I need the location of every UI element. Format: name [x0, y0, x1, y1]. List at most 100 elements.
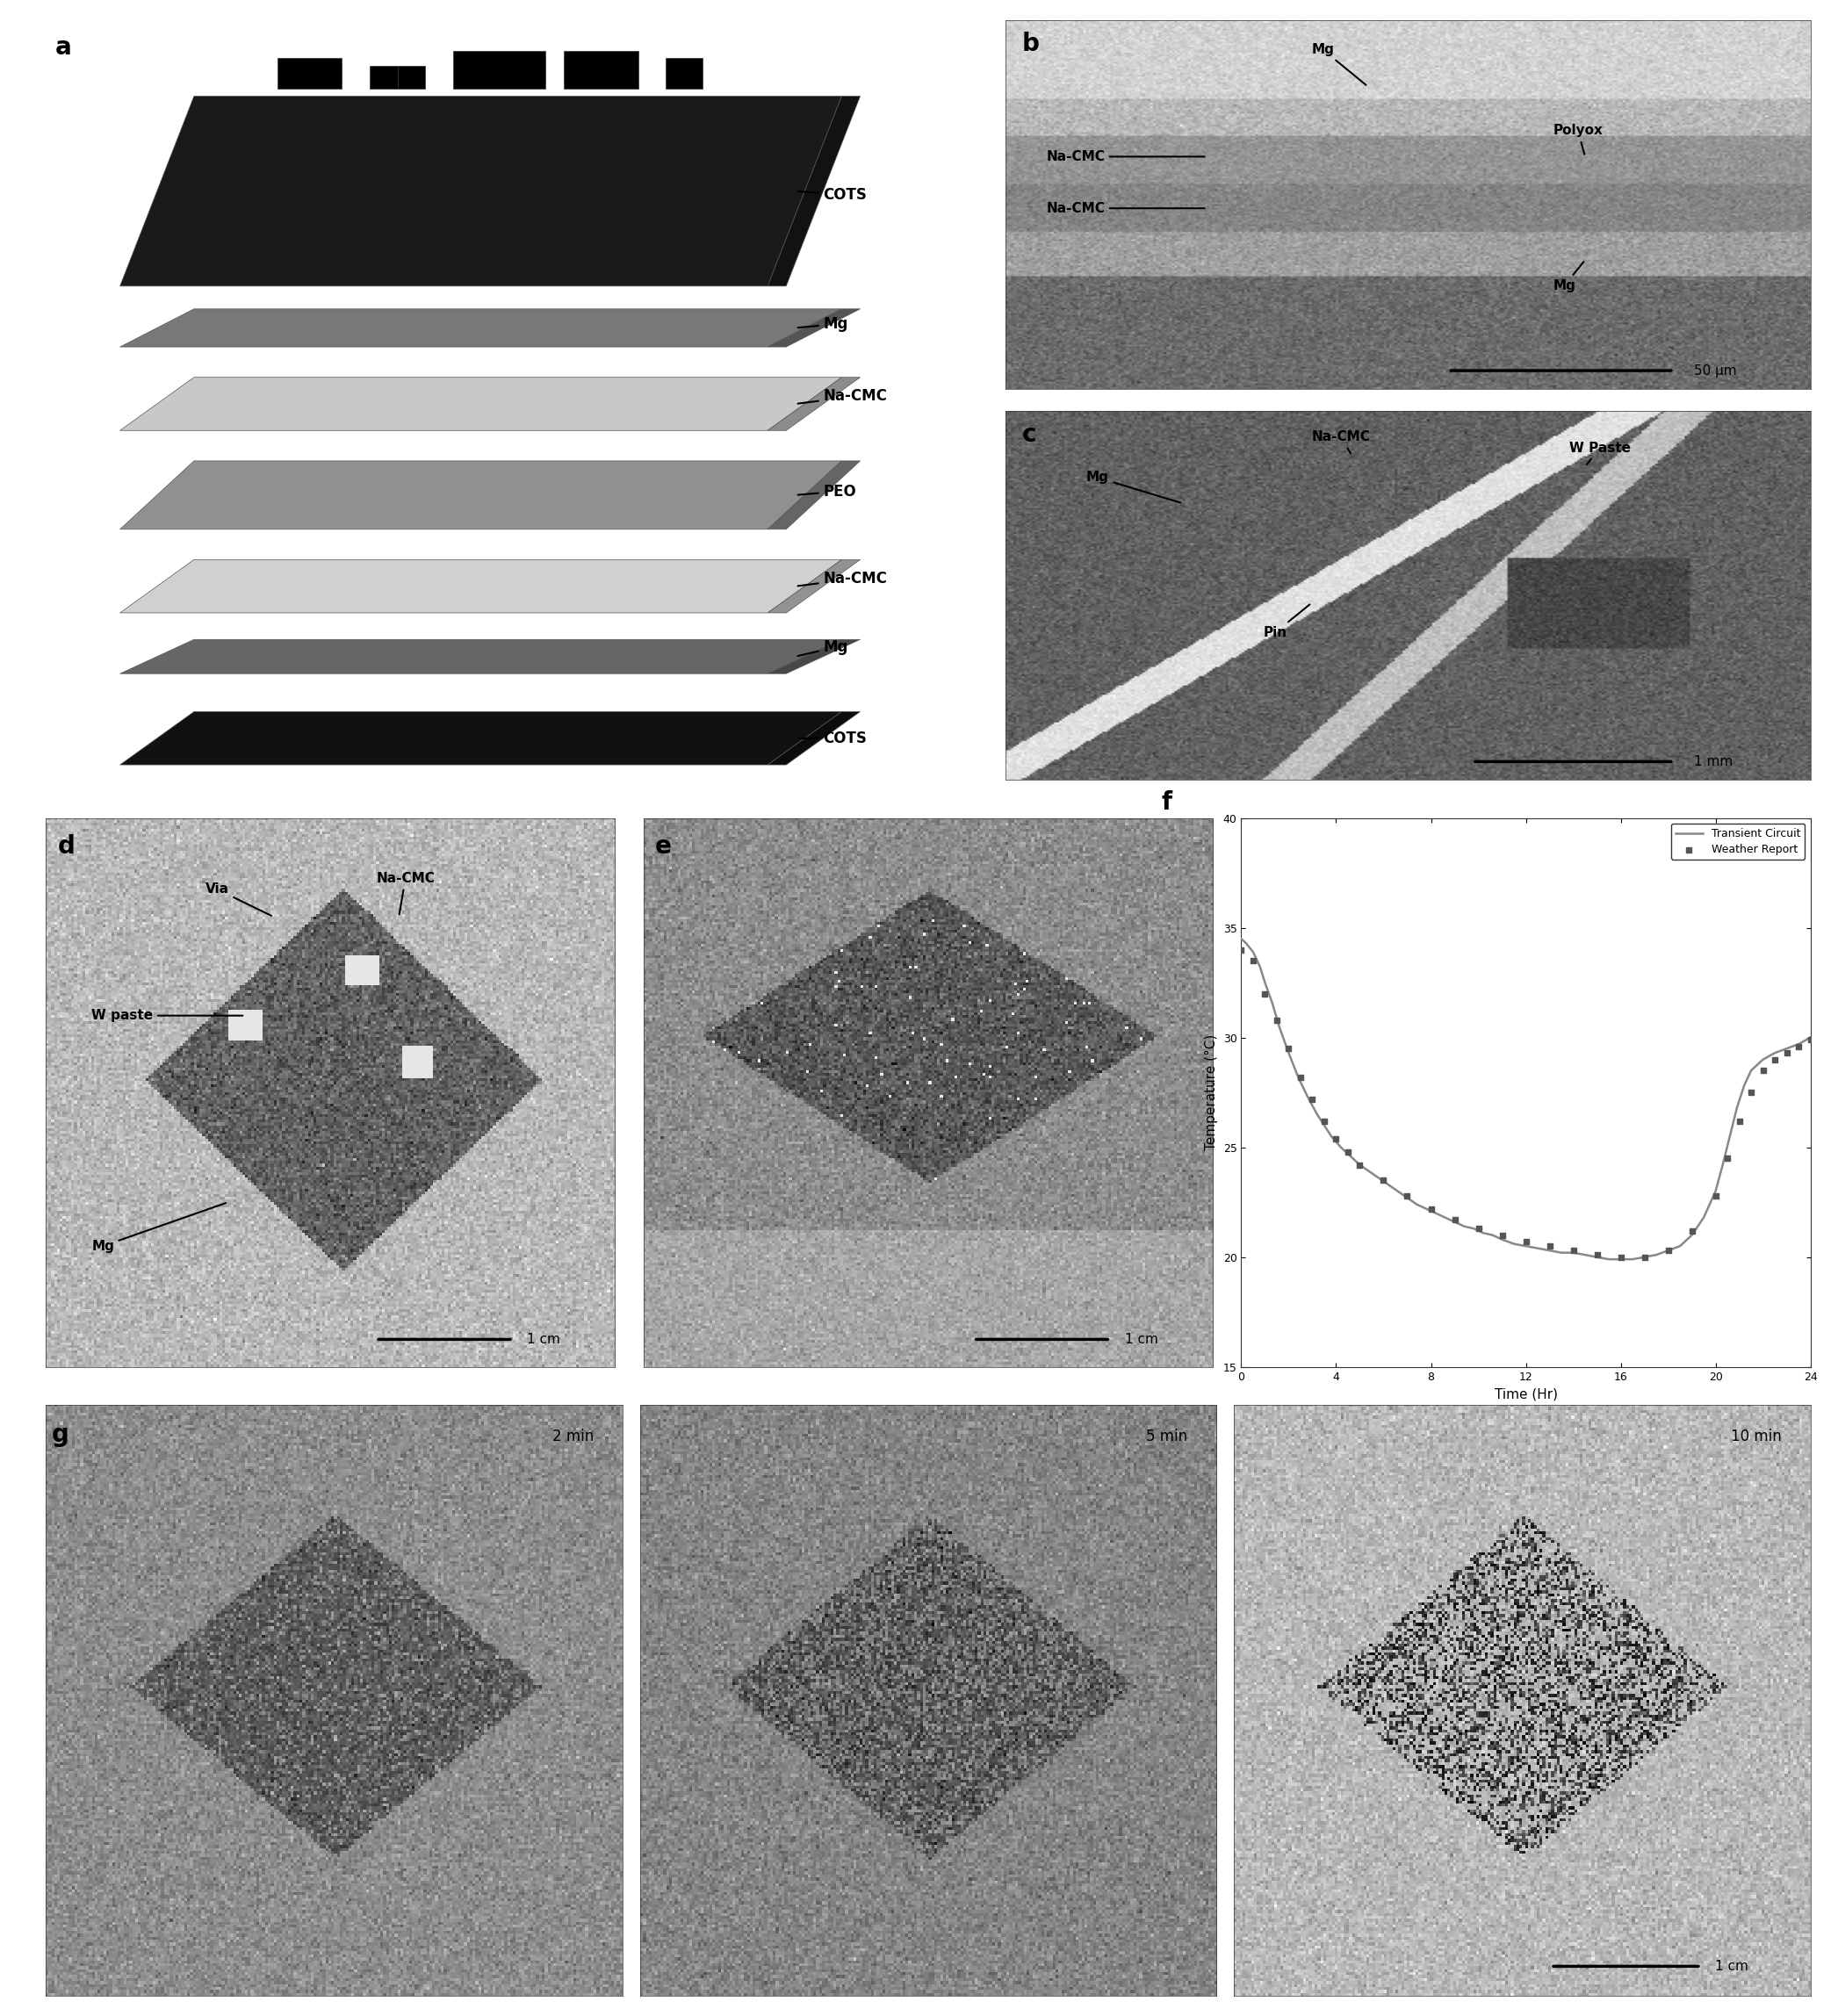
Polygon shape: [119, 560, 842, 613]
Polygon shape: [119, 97, 842, 286]
Transient Circuit: [1242, 939, 1265, 964]
FancyBboxPatch shape: [454, 50, 546, 89]
Text: Mg: Mg: [798, 639, 847, 655]
Weather Report: [1239, 946, 1268, 978]
Polygon shape: [119, 462, 842, 530]
Weather Report: [1226, 933, 1255, 966]
Weather Report: [1772, 1036, 1801, 1068]
Weather Report: [1287, 1060, 1316, 1093]
Text: f: f: [1162, 790, 1173, 814]
Weather Report: [1737, 1077, 1766, 1109]
Text: 2 min: 2 min: [551, 1429, 594, 1443]
Text: 1 cm: 1 cm: [1715, 1960, 1748, 1974]
Weather Report: [1761, 1044, 1790, 1077]
Transient Circuit: [1230, 927, 1252, 952]
Weather Report: [1559, 1234, 1588, 1266]
Polygon shape: [768, 560, 860, 613]
Transient Circuit: [1645, 1242, 1667, 1266]
Weather Report: [1700, 1179, 1730, 1212]
Text: Mg: Mg: [1553, 262, 1584, 292]
Weather Report: [1654, 1234, 1684, 1266]
Text: Na-CMC: Na-CMC: [1046, 202, 1204, 216]
Weather Report: [1463, 1212, 1492, 1244]
Polygon shape: [119, 712, 842, 764]
Text: W paste: W paste: [92, 1010, 243, 1022]
Weather Report: [1369, 1163, 1399, 1195]
Text: 1 cm: 1 cm: [1125, 1333, 1158, 1347]
Text: COTS: COTS: [798, 730, 868, 746]
Text: b: b: [1022, 30, 1038, 56]
Text: Mg: Mg: [1086, 472, 1180, 502]
Weather Report: [1263, 1004, 1292, 1036]
Text: 10 min: 10 min: [1731, 1429, 1781, 1443]
Weather Report: [1439, 1204, 1469, 1236]
Text: a: a: [55, 36, 72, 60]
Text: Mg: Mg: [798, 317, 847, 333]
Text: 50 μm: 50 μm: [1695, 365, 1737, 377]
Text: Na-CMC: Na-CMC: [377, 871, 436, 915]
Transient Circuit: [1296, 1085, 1318, 1109]
Weather Report: [1333, 1135, 1362, 1167]
Weather Report: [1606, 1242, 1636, 1274]
Line: Transient Circuit: Transient Circuit: [1241, 939, 1810, 1260]
Weather Report: [1748, 1054, 1777, 1087]
X-axis label: Time (Hr): Time (Hr): [1494, 1387, 1557, 1401]
Weather Report: [1298, 1083, 1327, 1115]
Transient Circuit: [1349, 1153, 1371, 1177]
Text: Mg: Mg: [1312, 42, 1366, 85]
Weather Report: [1630, 1242, 1660, 1274]
Polygon shape: [768, 462, 860, 530]
Text: Via: Via: [206, 883, 272, 915]
Text: Na-CMC: Na-CMC: [1312, 429, 1371, 454]
Weather Report: [1676, 1214, 1706, 1246]
FancyBboxPatch shape: [397, 67, 425, 89]
Text: 1 mm: 1 mm: [1695, 756, 1733, 768]
Weather Report: [1583, 1238, 1612, 1270]
Text: d: d: [57, 835, 75, 859]
Weather Report: [1535, 1230, 1564, 1262]
Weather Report: [1393, 1179, 1423, 1212]
Transient Circuit: [1491, 1228, 1513, 1252]
Weather Report: [1785, 1030, 1814, 1062]
Weather Report: [1487, 1220, 1516, 1252]
Weather Report: [1713, 1143, 1742, 1175]
FancyBboxPatch shape: [369, 67, 397, 89]
Polygon shape: [768, 712, 860, 764]
Weather Report: [1417, 1193, 1447, 1226]
Weather Report: [1250, 978, 1279, 1010]
FancyBboxPatch shape: [564, 50, 638, 89]
Text: Polyox: Polyox: [1553, 125, 1603, 155]
Polygon shape: [768, 639, 860, 673]
Text: c: c: [1022, 421, 1037, 448]
FancyBboxPatch shape: [665, 58, 702, 89]
Transient Circuit: [1799, 1026, 1821, 1050]
Text: Na-CMC: Na-CMC: [1046, 149, 1204, 163]
Transient Circuit: [1597, 1248, 1619, 1272]
Legend: Transient Circuit, Weather Report: Transient Circuit, Weather Report: [1671, 823, 1805, 859]
Weather Report: [1345, 1149, 1375, 1181]
Transient Circuit: [1268, 1014, 1290, 1038]
Text: e: e: [654, 835, 671, 859]
Weather Report: [1322, 1123, 1351, 1155]
Polygon shape: [119, 639, 842, 673]
Polygon shape: [119, 308, 842, 347]
Weather Report: [1796, 1024, 1825, 1056]
Text: 1 cm: 1 cm: [528, 1333, 561, 1347]
Text: Mg: Mg: [92, 1204, 226, 1252]
Polygon shape: [119, 377, 842, 431]
Text: Pin: Pin: [1263, 605, 1310, 639]
Polygon shape: [768, 97, 860, 286]
Weather Report: [1309, 1105, 1338, 1137]
Weather Report: [1274, 1032, 1303, 1064]
Polygon shape: [768, 308, 860, 347]
Text: g: g: [51, 1423, 70, 1447]
Polygon shape: [768, 377, 860, 431]
Weather Report: [1724, 1105, 1753, 1137]
Text: COTS: COTS: [798, 187, 868, 204]
Text: W Paste: W Paste: [1570, 442, 1630, 464]
Text: PEO: PEO: [798, 484, 857, 500]
FancyBboxPatch shape: [278, 58, 342, 89]
Text: Na-CMC: Na-CMC: [798, 571, 888, 587]
Y-axis label: Temperature (°C): Temperature (°C): [1206, 1034, 1219, 1151]
Text: Na-CMC: Na-CMC: [798, 389, 888, 403]
